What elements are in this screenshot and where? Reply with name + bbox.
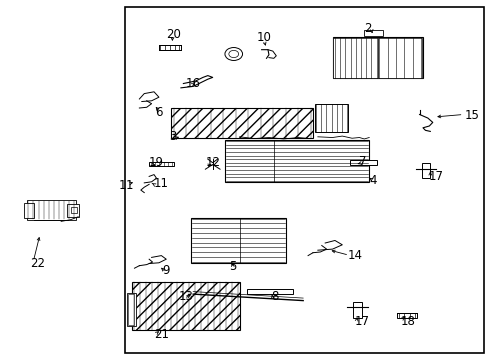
Text: 17: 17 [354, 315, 369, 328]
Text: 5: 5 [228, 260, 236, 273]
Text: 19: 19 [149, 156, 164, 169]
Polygon shape [27, 200, 76, 220]
Polygon shape [352, 302, 361, 318]
Text: 21: 21 [154, 328, 169, 341]
Text: 11: 11 [154, 177, 169, 190]
Polygon shape [333, 38, 377, 78]
Text: 1: 1 [119, 179, 126, 192]
Text: 7: 7 [359, 155, 366, 168]
Text: 3: 3 [168, 130, 176, 143]
Polygon shape [132, 282, 239, 330]
Polygon shape [396, 313, 416, 318]
Text: 1: 1 [126, 179, 133, 192]
Text: 12: 12 [205, 156, 220, 169]
Polygon shape [246, 289, 293, 294]
Polygon shape [224, 140, 368, 182]
Text: 20: 20 [166, 28, 181, 41]
Polygon shape [421, 163, 429, 178]
Text: 8: 8 [270, 291, 278, 303]
Text: 18: 18 [400, 315, 415, 328]
Text: 17: 17 [428, 170, 443, 183]
Polygon shape [71, 207, 77, 213]
Polygon shape [24, 203, 34, 218]
Text: 13: 13 [178, 291, 193, 303]
Polygon shape [364, 30, 382, 36]
Polygon shape [171, 108, 312, 138]
Text: 14: 14 [346, 249, 362, 262]
Text: 16: 16 [185, 77, 201, 90]
Text: 9: 9 [162, 264, 169, 277]
Polygon shape [149, 162, 173, 166]
Text: 4: 4 [368, 174, 376, 186]
Polygon shape [332, 37, 422, 78]
Text: 15: 15 [464, 109, 478, 122]
Polygon shape [128, 294, 134, 325]
Text: 2: 2 [364, 22, 371, 35]
Polygon shape [67, 204, 79, 217]
Polygon shape [159, 45, 181, 50]
Polygon shape [190, 218, 285, 263]
Polygon shape [349, 160, 376, 165]
Polygon shape [127, 293, 136, 326]
Text: 10: 10 [256, 31, 271, 44]
Text: 22: 22 [30, 257, 45, 270]
Polygon shape [314, 104, 347, 132]
Polygon shape [124, 7, 483, 353]
Polygon shape [378, 38, 421, 78]
Text: 6: 6 [155, 106, 162, 119]
